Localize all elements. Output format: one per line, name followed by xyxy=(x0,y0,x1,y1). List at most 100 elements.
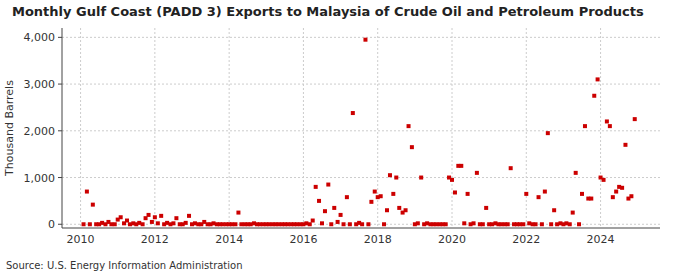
x-grid-line xyxy=(452,28,453,228)
point xyxy=(91,203,95,207)
point xyxy=(88,222,92,226)
x-tick-label: 2014 xyxy=(215,233,243,246)
point xyxy=(534,222,538,226)
x-grid-line xyxy=(80,28,81,228)
point xyxy=(382,222,386,226)
point xyxy=(583,124,587,128)
point xyxy=(373,190,377,194)
y-tick-label: 1,000 xyxy=(24,172,56,185)
point xyxy=(623,143,627,147)
y-tick-label: 2,000 xyxy=(24,125,56,138)
point xyxy=(332,206,336,210)
x-tick-label: 2018 xyxy=(364,233,392,246)
point xyxy=(388,173,392,177)
point xyxy=(407,124,411,128)
x-grid-line xyxy=(600,28,601,228)
point xyxy=(317,199,321,203)
point xyxy=(459,164,463,168)
point xyxy=(589,197,593,201)
point xyxy=(596,77,600,81)
point xyxy=(348,222,352,226)
x-axis-line xyxy=(62,228,660,229)
x-grid-line xyxy=(229,28,230,228)
point xyxy=(602,178,606,182)
x-grid-line xyxy=(303,28,304,228)
y-grid-line xyxy=(62,130,660,131)
point xyxy=(481,222,485,226)
point xyxy=(366,222,370,226)
point xyxy=(311,219,315,223)
y-tick xyxy=(58,224,62,225)
chart: Monthly Gulf Coast (PADD 3) Exports to M… xyxy=(0,0,675,275)
y-tick xyxy=(58,177,62,178)
point xyxy=(444,222,448,226)
point xyxy=(394,176,398,180)
x-tick-label: 2012 xyxy=(141,233,169,246)
point xyxy=(82,222,86,226)
point xyxy=(171,221,175,225)
x-tick-label: 2024 xyxy=(587,233,615,246)
point xyxy=(379,194,383,198)
point xyxy=(484,206,488,210)
point xyxy=(351,111,355,115)
point xyxy=(119,215,123,219)
point xyxy=(345,195,349,199)
point xyxy=(472,221,476,225)
y-tick xyxy=(58,130,62,131)
point xyxy=(419,176,423,180)
point xyxy=(475,171,479,175)
point xyxy=(125,219,129,223)
x-tick-label: 2010 xyxy=(67,233,95,246)
point xyxy=(397,206,401,210)
y-tick-label: 3,000 xyxy=(24,78,56,91)
point xyxy=(156,221,160,225)
y-axis-line xyxy=(62,28,63,228)
y-grid-line xyxy=(62,37,660,38)
point xyxy=(320,221,324,225)
y-tick-label: 0 xyxy=(48,218,55,231)
point xyxy=(385,208,389,212)
point xyxy=(236,211,240,215)
y-axis-label: Thousand Barrels xyxy=(3,80,16,177)
point xyxy=(540,222,544,226)
point xyxy=(184,221,188,225)
point xyxy=(369,200,373,204)
point xyxy=(549,222,553,226)
y-tick xyxy=(58,84,62,85)
point xyxy=(611,195,615,199)
point xyxy=(571,211,575,215)
point xyxy=(577,222,581,226)
point xyxy=(614,190,618,194)
y-tick-label: 4,000 xyxy=(24,31,56,44)
point xyxy=(552,208,556,212)
point xyxy=(308,222,312,226)
point xyxy=(543,190,547,194)
point xyxy=(462,221,466,225)
x-grid-line xyxy=(526,28,527,228)
point xyxy=(360,222,364,226)
points xyxy=(82,38,637,227)
point xyxy=(568,222,572,226)
point xyxy=(416,221,420,225)
point xyxy=(620,186,624,190)
point xyxy=(580,192,584,196)
point xyxy=(524,192,528,196)
point xyxy=(574,171,578,175)
point xyxy=(629,194,633,198)
x-tick-label: 2016 xyxy=(289,233,317,246)
point xyxy=(113,222,117,226)
point xyxy=(323,209,327,213)
point xyxy=(363,38,367,42)
point xyxy=(141,222,145,226)
y-grid-line xyxy=(62,84,660,85)
point xyxy=(404,208,408,212)
point xyxy=(521,222,525,226)
point xyxy=(391,192,395,196)
point xyxy=(336,220,340,224)
point xyxy=(633,117,637,121)
point xyxy=(174,216,178,220)
point xyxy=(608,124,612,128)
point xyxy=(605,119,609,123)
point xyxy=(233,222,237,226)
point xyxy=(339,213,343,217)
